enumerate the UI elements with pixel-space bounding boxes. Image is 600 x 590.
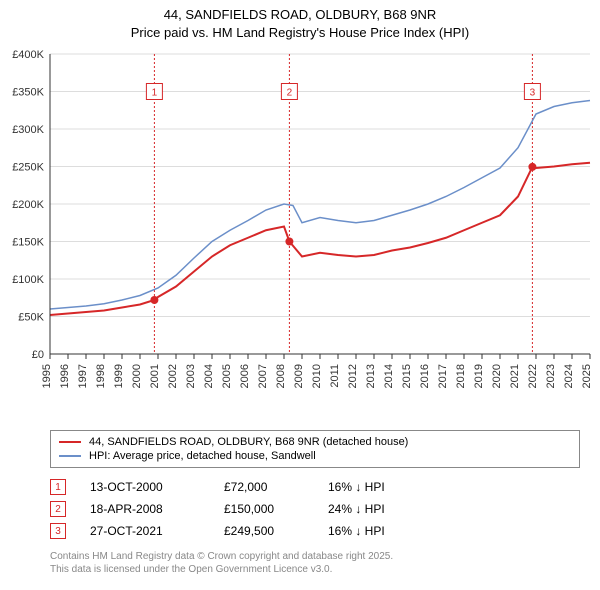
svg-text:2014: 2014 [383,364,395,388]
events-table: 1 13-OCT-2000 £72,000 16% ↓ HPI 2 18-APR-2008… [50,476,580,542]
svg-text:2002: 2002 [167,364,179,388]
svg-text:2001: 2001 [149,364,161,388]
svg-text:£250K: £250K [12,162,44,174]
event-marker: 1 [50,479,66,495]
legend-label: 44, SANDFIELDS ROAD, OLDBURY, B68 9NR (d… [89,436,408,448]
svg-text:3: 3 [530,88,536,99]
event-price: £150,000 [224,502,304,516]
svg-text:2024: 2024 [563,364,575,388]
svg-text:1996: 1996 [59,364,71,388]
svg-text:£100K: £100K [12,274,44,286]
legend-item: HPI: Average price, detached house, Sand… [59,449,571,463]
line-chart-svg: £0 £50K £100K £150K £200K £250K £300K £350K £400… [0,44,600,424]
svg-text:£0: £0 [32,349,44,361]
event-date: 13-OCT-2000 [90,480,200,494]
svg-text:2025: 2025 [581,364,593,388]
svg-text:2012: 2012 [347,364,359,388]
event-price: £249,500 [224,524,304,538]
event-note: 16% ↓ HPI [328,524,385,538]
svg-text:1999: 1999 [113,364,125,388]
chart-title: 44, SANDFIELDS ROAD, OLDBURY, B68 9NR [0,6,600,24]
svg-text:2021: 2021 [509,364,521,388]
svg-text:£150K: £150K [12,237,44,249]
event-marker: 2 [50,501,66,517]
svg-text:£300K: £300K [12,124,44,136]
svg-text:£400K: £400K [12,49,44,61]
legend-box: 44, SANDFIELDS ROAD, OLDBURY, B68 9NR (d… [50,430,580,468]
svg-text:2016: 2016 [419,364,431,388]
event-note: 24% ↓ HPI [328,502,385,516]
chart-subtitle: Price paid vs. HM Land Registry's House … [0,24,600,42]
svg-text:2023: 2023 [545,364,557,388]
svg-text:1998: 1998 [95,364,107,388]
event-date: 27-OCT-2021 [90,524,200,538]
svg-text:2010: 2010 [311,364,323,388]
footnote-line2: This data is licensed under the Open Gov… [50,563,580,576]
svg-text:2007: 2007 [257,364,269,388]
svg-text:2006: 2006 [239,364,251,388]
chart-area: £0 £50K £100K £150K £200K £250K £300K £350K £400… [0,44,600,424]
event-row: 1 13-OCT-2000 £72,000 16% ↓ HPI [50,476,580,498]
svg-text:2009: 2009 [293,364,305,388]
svg-text:2017: 2017 [437,364,449,388]
legend-item: 44, SANDFIELDS ROAD, OLDBURY, B68 9NR (d… [59,435,571,449]
svg-text:2011: 2011 [329,364,341,388]
event-row: 2 18-APR-2008 £150,000 24% ↓ HPI [50,498,580,520]
footnote: Contains HM Land Registry data © Crown c… [50,550,580,576]
svg-text:2015: 2015 [401,364,413,388]
svg-text:£350K: £350K [12,87,44,99]
svg-text:2004: 2004 [203,364,215,388]
svg-text:2008: 2008 [275,364,287,388]
svg-text:2020: 2020 [491,364,503,388]
event-price: £72,000 [224,480,304,494]
event-date: 18-APR-2008 [90,502,200,516]
svg-text:2018: 2018 [455,364,467,388]
event-row: 3 27-OCT-2021 £249,500 16% ↓ HPI [50,520,580,542]
event-note: 16% ↓ HPI [328,480,385,494]
svg-text:£200K: £200K [12,199,44,211]
svg-text:2005: 2005 [221,364,233,388]
svg-text:2003: 2003 [185,364,197,388]
svg-text:2022: 2022 [527,364,539,388]
svg-text:1: 1 [152,88,158,99]
legend-swatch [59,441,81,443]
svg-text:2: 2 [287,88,293,99]
svg-text:2000: 2000 [131,364,143,388]
legend-label: HPI: Average price, detached house, Sand… [89,450,316,462]
svg-text:1997: 1997 [77,364,89,388]
svg-text:2013: 2013 [365,364,377,388]
legend-swatch [59,455,81,457]
chart-header: 44, SANDFIELDS ROAD, OLDBURY, B68 9NR Pr… [0,0,600,44]
svg-text:2019: 2019 [473,364,485,388]
svg-text:1995: 1995 [41,364,53,388]
event-marker: 3 [50,523,66,539]
svg-text:£50K: £50K [18,312,44,324]
footnote-line1: Contains HM Land Registry data © Crown c… [50,550,580,563]
